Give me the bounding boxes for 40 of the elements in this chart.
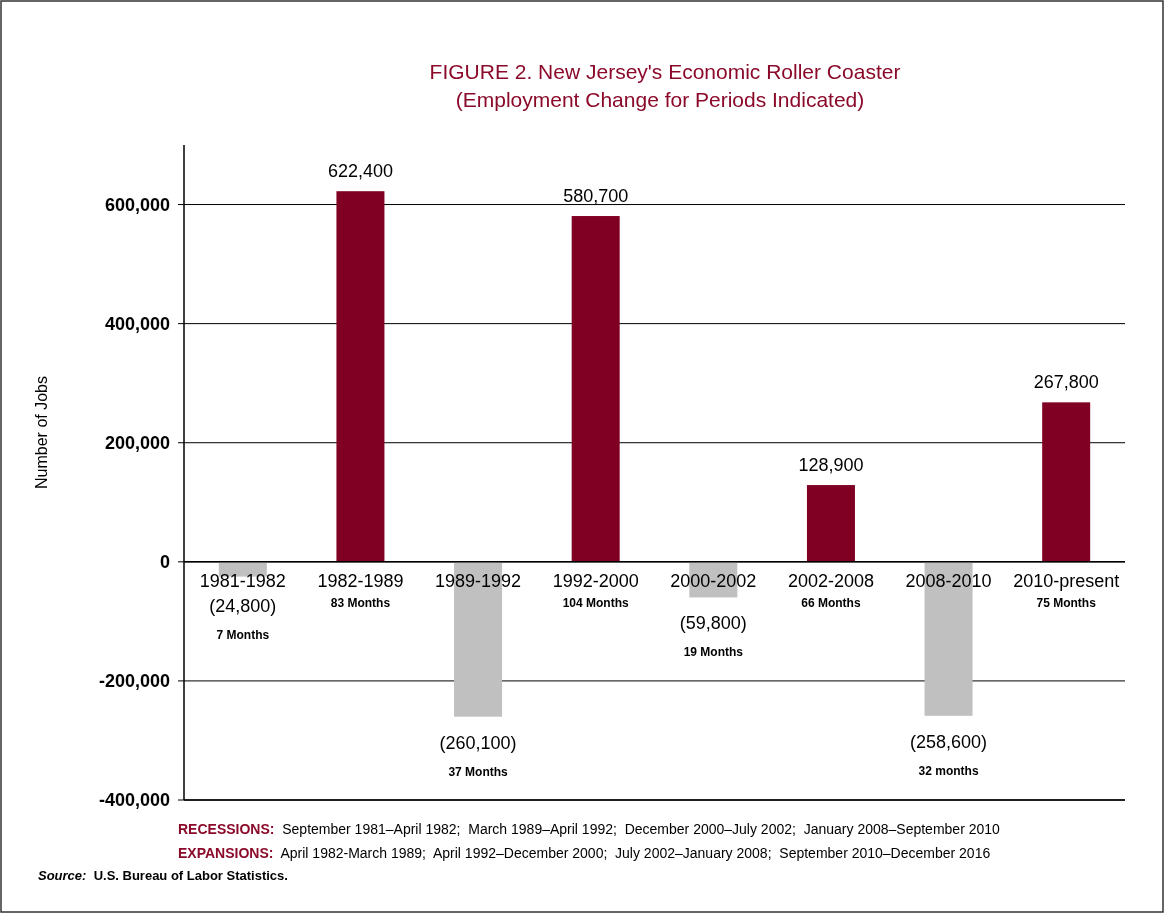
annotation: 37 Months [448,764,509,779]
annotation: 104 Months [562,595,630,610]
chart-subtitle: (Employment Change for Periods Indicated) [455,88,865,111]
x-tick-label: 2000-2002 [670,570,757,591]
annotation: 75 Months [1036,595,1097,610]
data-label: (59,800) [679,613,747,634]
data-label: 267,800 [1033,372,1099,393]
data-label: (258,600) [910,731,988,752]
annotation: 19 Months [683,645,744,660]
y-tick-label: 400,000 [104,313,170,334]
x-tick-label: 2002-2008 [787,570,874,591]
y-tick-label: 200,000 [104,433,170,454]
bar [806,485,855,562]
bar [571,216,620,562]
annotation: 66 Months [801,595,861,610]
x-tick-label: 2010-present [1013,570,1120,591]
x-tick-label: 1992-2000 [552,570,639,591]
y-axis-title: Number of Jobs [33,376,50,489]
data-label: (24,800) [209,595,277,616]
data-label: 580,700 [563,186,629,207]
x-tick-label: 2008-2010 [905,570,992,591]
x-tick-label: 1982-1989 [317,570,404,591]
annotation: 32 months [918,763,979,778]
text: EXPANSIONS: April 1982-March 1989; April 1992–December 2000; July 2002–January 2008; September 2010–December 2016 [178,845,991,861]
x-tick-label: 1989-1992 [435,570,522,591]
x-tick-label: 1981-1982 [199,570,286,591]
y-tick-label: -200,000 [98,671,170,692]
bar [1042,402,1091,562]
bar [336,191,385,562]
source-note: Source: U.S. Bureau of Labor Statistics. [38,868,288,883]
y-tick-label: 0 [159,552,170,573]
y-tick-label: 600,000 [104,194,170,215]
data-label: 128,900 [798,455,864,476]
data-label: 622,400 [327,161,393,182]
text: RECESSIONS: September 1981–April 1982; March 1989–April 1992; December 2000–July 2002; January 2008–September 2010 [178,821,1001,837]
annotation: 7 Months [216,627,270,642]
chart-title: FIGURE 2. New Jersey's Economic Roller Coaster [429,60,901,83]
data-label: (260,100) [439,732,517,753]
y-tick-label: -400,000 [98,790,170,811]
annotation: 83 Months [330,595,391,610]
